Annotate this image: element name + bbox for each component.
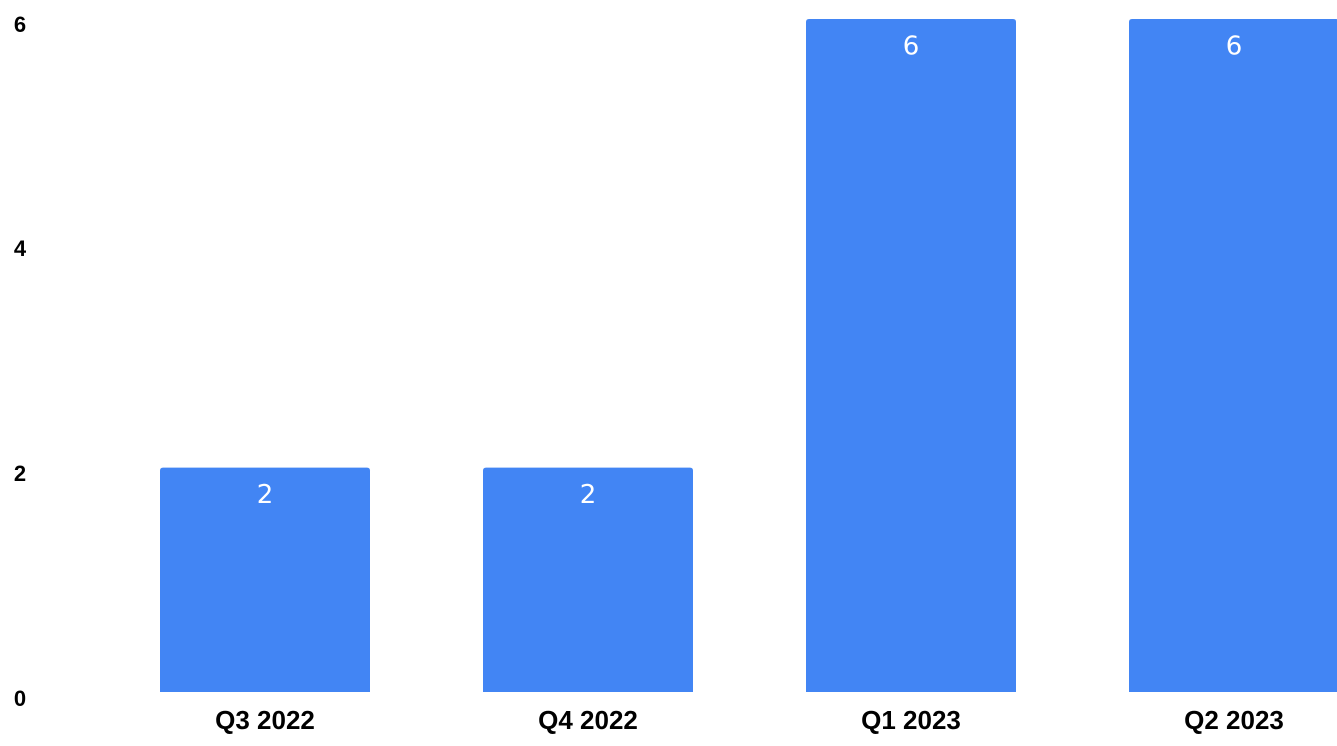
bar-q3-2022 xyxy=(160,467,370,692)
bar-group xyxy=(160,19,1337,692)
bar-q1-2023 xyxy=(806,19,1016,692)
y-tick-label-2: 2 xyxy=(14,461,26,486)
x-tick-label-q2-2023: Q2 2023 xyxy=(1184,705,1284,735)
data-label-group: 2 2 6 6 xyxy=(257,32,1243,511)
y-tick-label-6: 6 xyxy=(14,12,26,37)
data-label-q1-2023: 6 xyxy=(903,32,920,62)
y-tick-label-0: 0 xyxy=(14,686,26,711)
x-tick-label-q1-2023: Q1 2023 xyxy=(861,705,961,735)
x-tick-label-q4-2022: Q4 2022 xyxy=(538,705,638,735)
bar-q4-2022 xyxy=(483,467,693,692)
data-label-q4-2022: 2 xyxy=(580,480,597,510)
x-tick-label-q3-2022: Q3 2022 xyxy=(215,705,315,735)
x-axis: Q3 2022 Q4 2022 Q1 2023 Q2 2023 xyxy=(215,705,1284,735)
y-axis: 0 2 4 6 xyxy=(14,12,27,711)
data-label-q3-2022: 2 xyxy=(257,480,274,510)
bar-q2-2023 xyxy=(1129,19,1337,692)
y-tick-label-4: 4 xyxy=(14,236,27,261)
data-label-q2-2023: 6 xyxy=(1226,32,1243,62)
